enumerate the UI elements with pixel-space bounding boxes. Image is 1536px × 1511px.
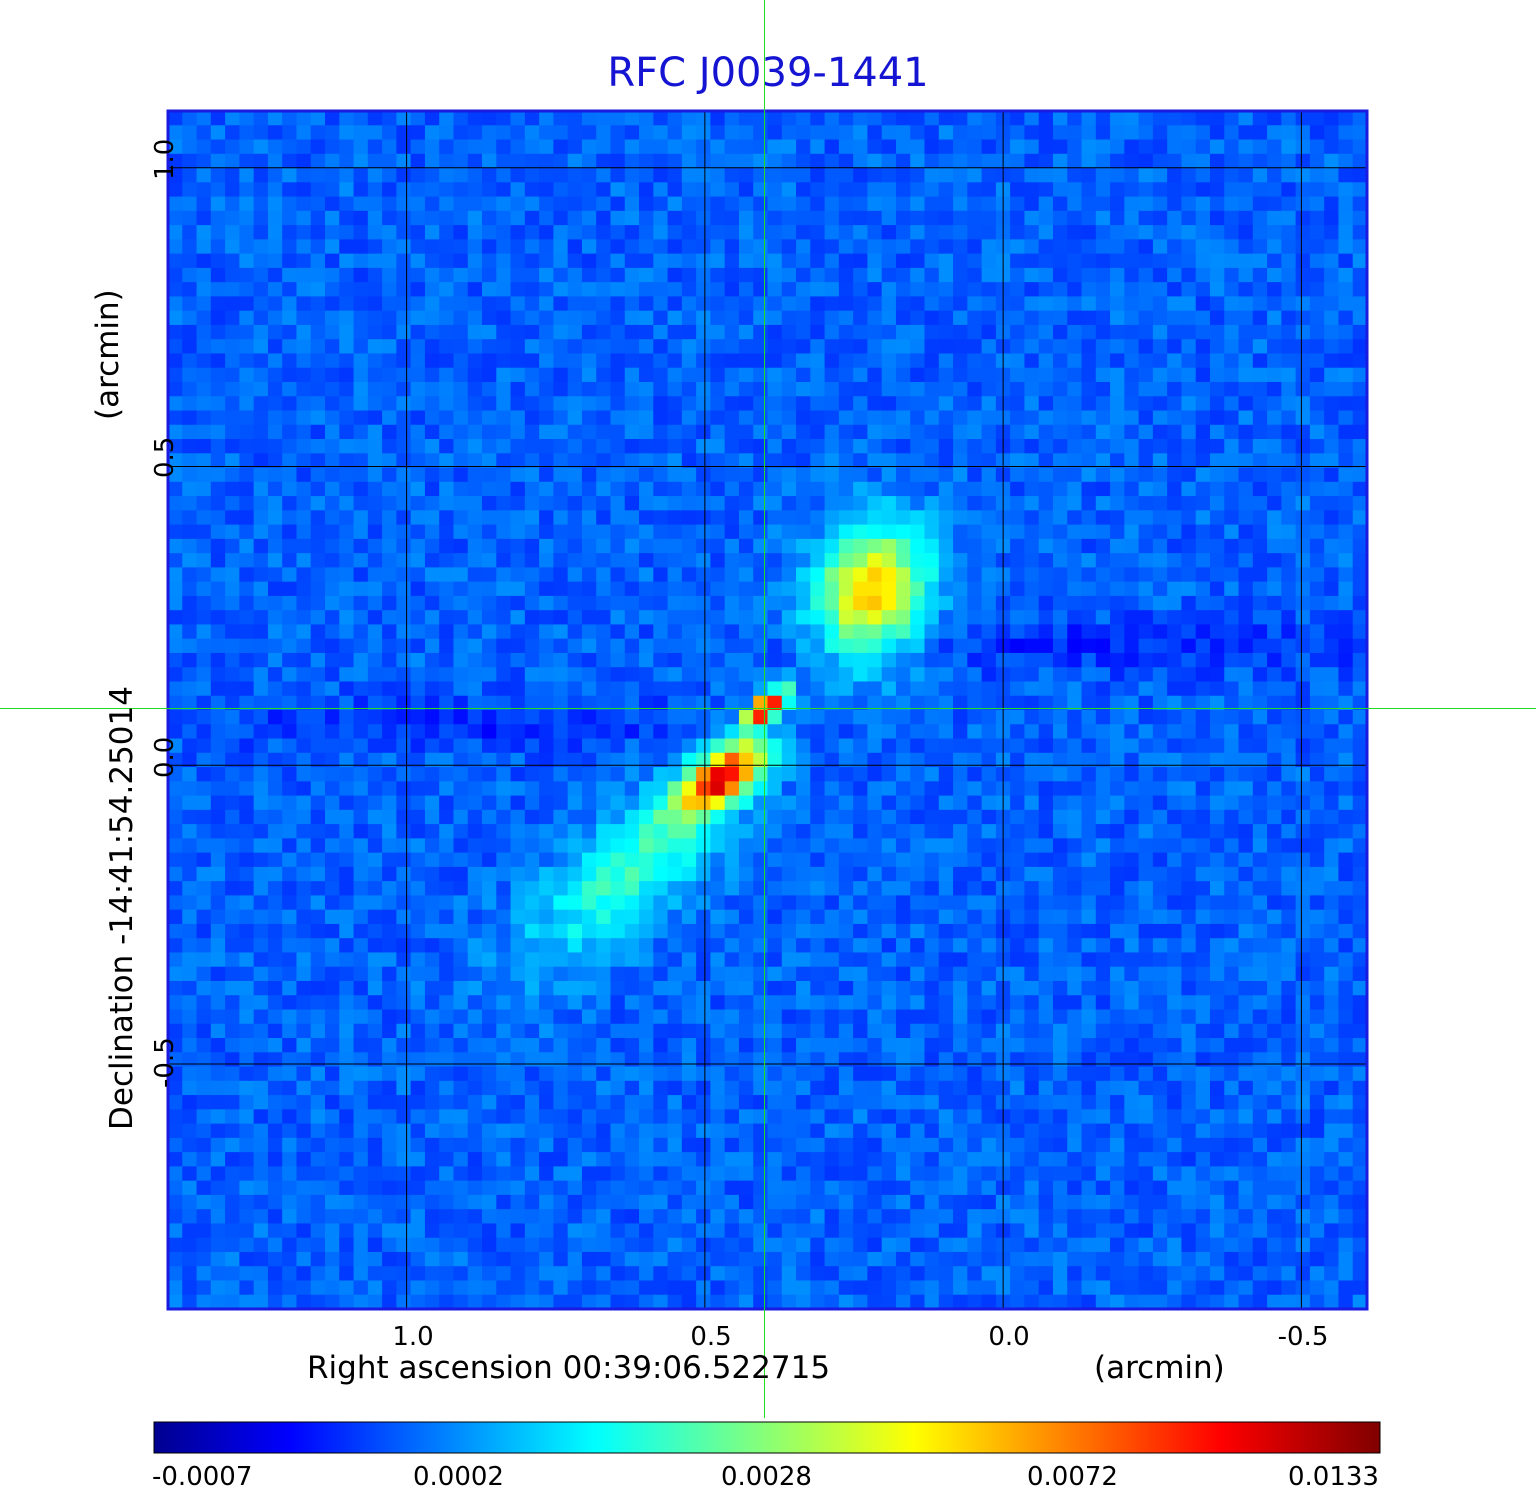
colorbar-tick-label: 0.0133 [1288, 1462, 1379, 1492]
x-axis-label: Right ascension 00:39:06.522715 [307, 1350, 831, 1386]
x-tick-label: 1.0 [392, 1322, 434, 1352]
x-tick-label: 0.0 [988, 1322, 1030, 1352]
plot-frame [166, 109, 1369, 1311]
y-axis-label: Declination -14:41:54.25014 [104, 686, 140, 1130]
colorbar-tick-label: 0.0028 [721, 1462, 812, 1492]
y-tick-label: -0.5 [150, 1037, 180, 1088]
y-tick-label: 1.0 [150, 138, 180, 180]
colorbar [153, 1421, 1381, 1454]
x-tick-label: -0.5 [1277, 1322, 1329, 1352]
x-axis-unit: (arcmin) [1094, 1350, 1225, 1386]
y-axis-unit: (arcmin) [90, 289, 126, 420]
y-tick-label: 0.5 [150, 436, 180, 478]
colorbar-tick-label: 0.0072 [1027, 1462, 1118, 1492]
colorbar-tick-label: -0.0007 [152, 1462, 253, 1492]
chart-title: RFC J0039-1441 [607, 50, 929, 96]
y-tick-label: 0.0 [150, 736, 180, 778]
colorbar-tick-label: 0.0002 [413, 1462, 504, 1492]
x-tick-label: 0.5 [690, 1322, 732, 1352]
